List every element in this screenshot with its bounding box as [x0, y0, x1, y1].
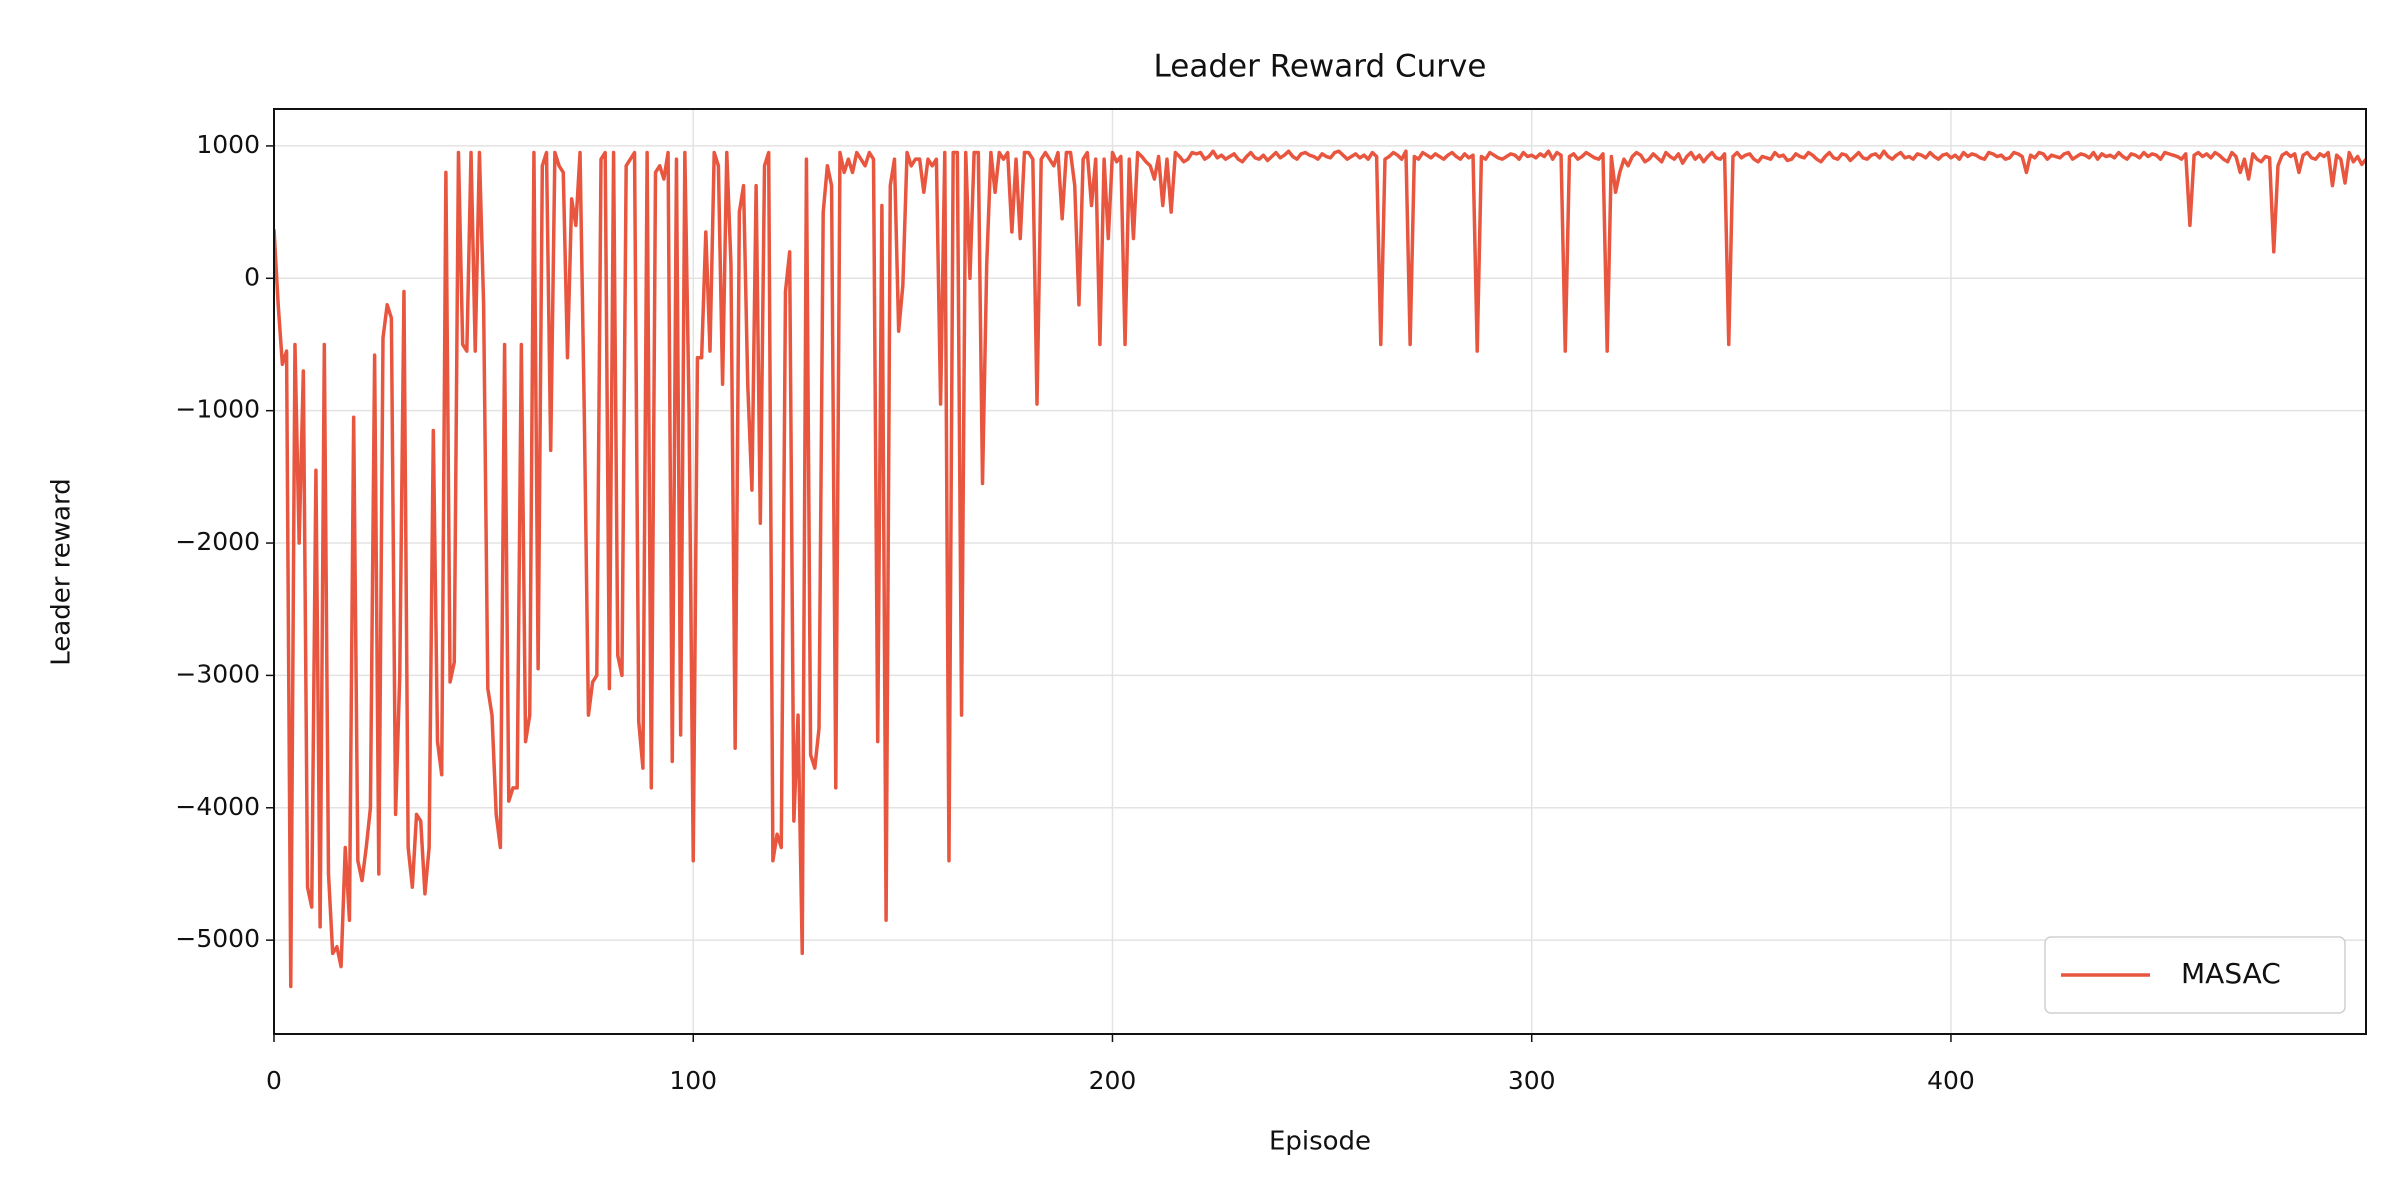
y-tick-label: −3000 [175, 659, 260, 688]
x-axis-label: Episode [1269, 1127, 1371, 1157]
y-tick-label: 1000 [196, 130, 260, 159]
x-tick-label: 0 [266, 1066, 282, 1095]
x-tick-label: 100 [669, 1066, 717, 1095]
chart-title: Leader Reward Curve [1154, 49, 1487, 85]
data-line [274, 149, 2366, 989]
y-tick-label: −4000 [175, 792, 260, 821]
y-axis-label: Leader reward [47, 478, 77, 665]
y-tick-label: −2000 [175, 527, 260, 556]
y-tick-label: −5000 [175, 924, 260, 953]
x-tick-label: 200 [1089, 1066, 1137, 1095]
x-tick-label: 400 [1927, 1066, 1975, 1095]
legend-box [2044, 936, 2346, 1014]
y-tick-label: −1000 [175, 395, 260, 424]
legend-label: MASAC [2181, 957, 2281, 990]
plot-frame [273, 108, 2367, 1035]
y-tick-label: 0 [244, 262, 260, 291]
x-tick-label: 300 [1508, 1066, 1556, 1095]
